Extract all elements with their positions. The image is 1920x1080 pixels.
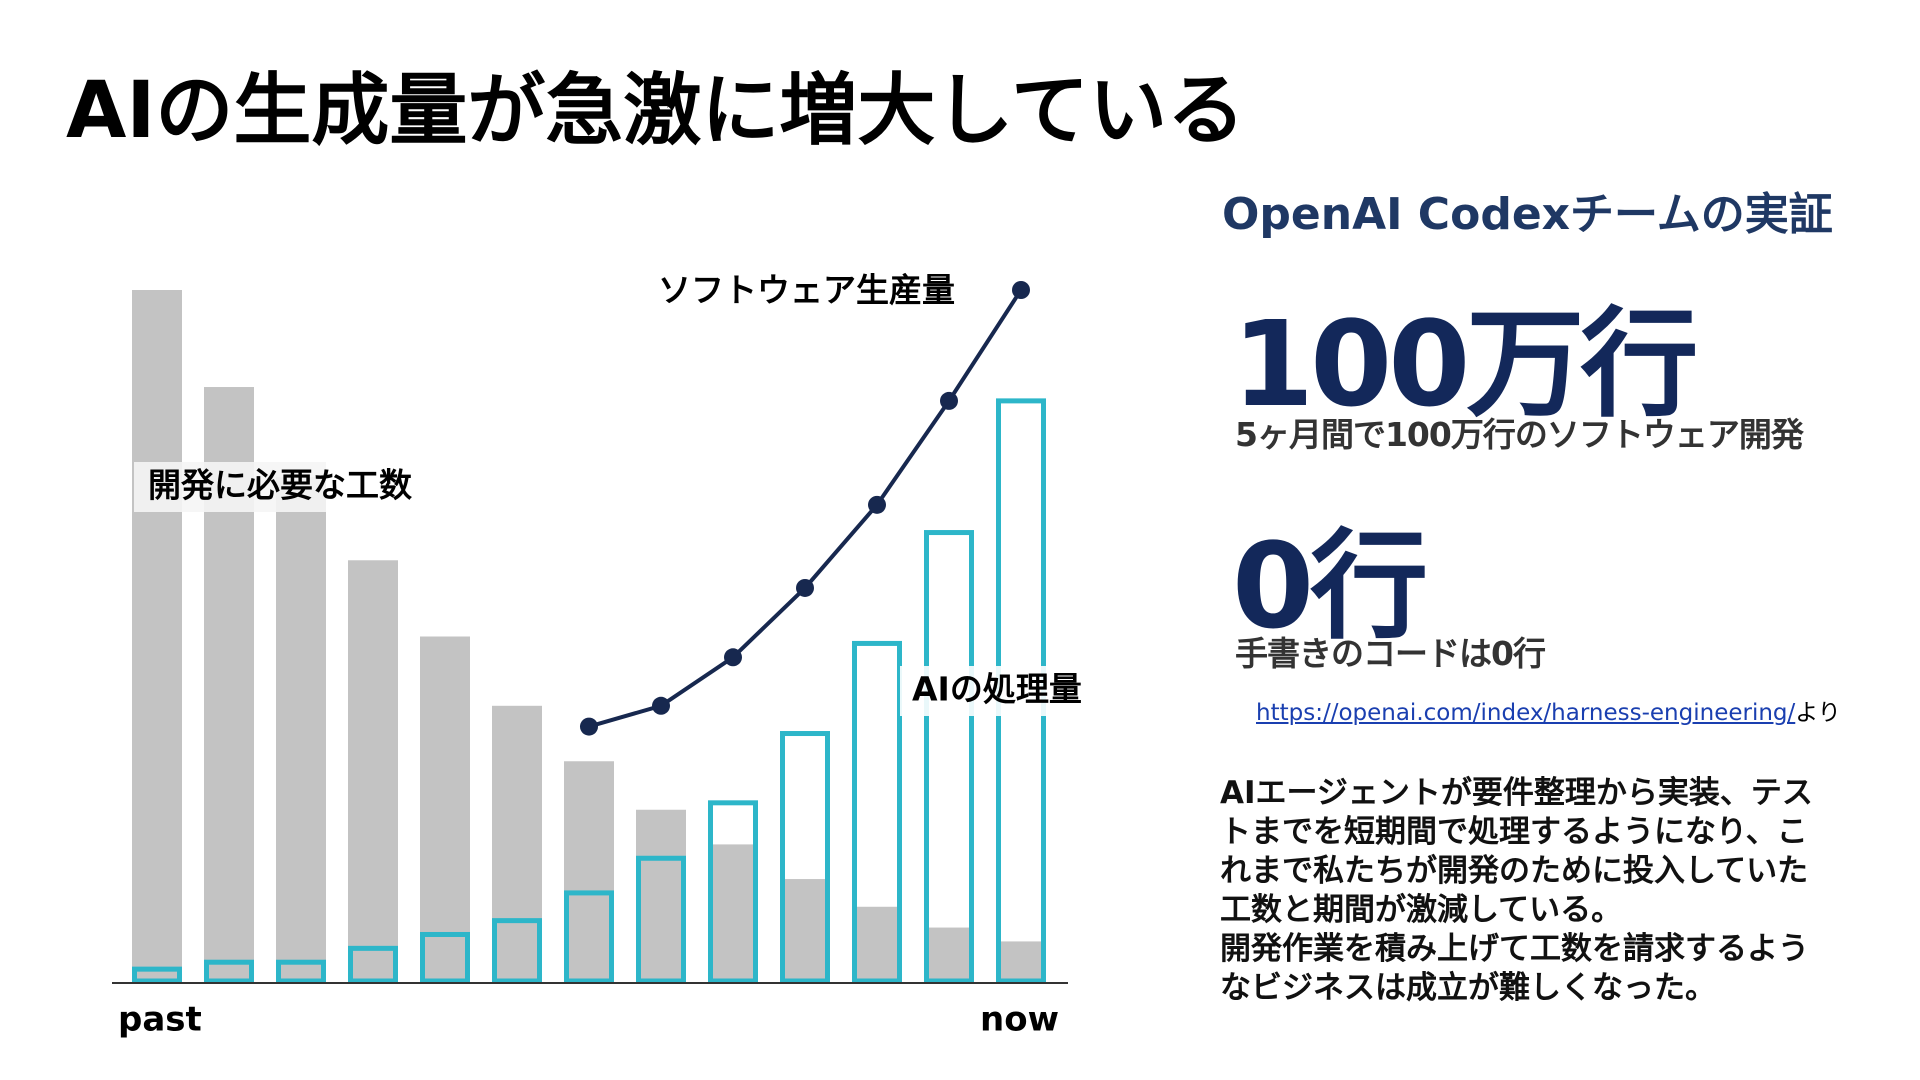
- line-marker: [940, 391, 958, 410]
- panel-heading: OpenAI Codexチームの実証: [1222, 189, 1833, 240]
- label-bg: [900, 666, 1100, 716]
- bar: [564, 761, 614, 983]
- line-marker: [1012, 281, 1030, 299]
- outline-bar: [276, 959, 326, 984]
- outline-bar: [708, 800, 758, 984]
- line-marker: [724, 648, 742, 667]
- line-marker: [652, 696, 670, 715]
- body-line: 工数と期間が激減している。: [1220, 892, 1623, 928]
- series-label: AIの処理量: [912, 670, 1082, 709]
- outline-bar: [852, 640, 902, 984]
- body-line: トまでを短期間で処理するようになり、こ: [1220, 814, 1808, 850]
- line: [588, 288, 1023, 729]
- source: https://openai.com/index/harness-enginee…: [1256, 693, 1841, 727]
- bar: [996, 941, 1046, 983]
- line-marker: [580, 717, 598, 736]
- outline-bar: [420, 931, 470, 984]
- bar: [780, 879, 830, 983]
- body-line: れまで私たちが開発のために投入していた: [1220, 853, 1809, 889]
- bar: [348, 560, 398, 983]
- body-line: 開発作業を積み上げて工数を請求するよう: [1220, 931, 1809, 967]
- outline-bar: [636, 855, 686, 984]
- bar: [636, 809, 686, 983]
- stat: 0行: [1232, 517, 1428, 655]
- outline-bar: [132, 966, 182, 984]
- bar: [492, 705, 542, 983]
- bar: [420, 636, 470, 983]
- stat-caption: 5ヶ月間で100万行のソフトウェア開発: [1235, 415, 1804, 454]
- bar: [852, 906, 902, 983]
- x-label: now: [980, 1000, 1059, 1040]
- stat-caption: 手書きのコードは0行: [1235, 634, 1546, 673]
- series-label: 開発に必要な工数: [148, 466, 413, 505]
- outline-bar: [492, 918, 542, 984]
- body-line: なビジネスは成立が難しくなった。: [1220, 970, 1716, 1006]
- bar: [276, 477, 326, 983]
- series-label: ソフトウェア生産量: [658, 271, 955, 310]
- slide-title: AIの生成量が急激に増大している: [66, 66, 1246, 156]
- bar: [132, 290, 182, 983]
- label-bg: [134, 462, 326, 512]
- body-line: AIエージェントが要件整理から実装、テス: [1220, 775, 1813, 811]
- outline-bar: [348, 945, 398, 984]
- source-link[interactable]: https://openai.com/index/harness-enginee…: [1256, 700, 1796, 726]
- bar: [708, 844, 758, 983]
- body-text: AIエージェントが要件整理から実装、テス トまでを短期間で処理するようになり、これ…: [1220, 774, 1813, 1008]
- x-label: past: [118, 1000, 202, 1040]
- outline-bar: [924, 530, 974, 984]
- line-marker: [868, 495, 886, 514]
- line-marker: [796, 578, 814, 597]
- bar: [924, 927, 974, 983]
- outline-bar: [564, 890, 614, 984]
- stat: 100万行: [1232, 295, 1698, 433]
- outline-bar: [780, 731, 830, 984]
- source-suffix: より: [1795, 700, 1841, 726]
- outline-bar: [204, 959, 254, 984]
